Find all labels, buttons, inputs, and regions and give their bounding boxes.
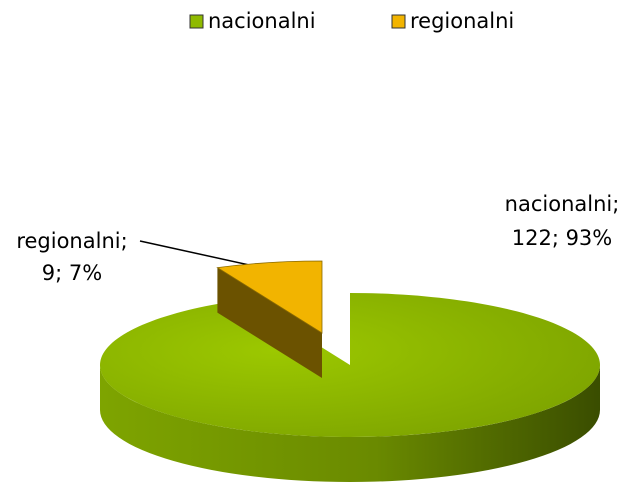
legend-label: regionalni — [410, 9, 514, 33]
slice — [216, 260, 323, 334]
legend-swatch — [391, 14, 406, 29]
data-label: regionalni; — [16, 229, 127, 253]
slice — [99, 293, 600, 437]
data-label: nacionalni; — [505, 192, 620, 216]
slice-cut — [217, 267, 322, 378]
slice-side — [100, 365, 600, 482]
legend-swatch — [189, 14, 204, 29]
legend-label: nacionalni — [208, 9, 316, 33]
data-label: 122; 93% — [512, 226, 613, 250]
data-label: 9; 7% — [42, 261, 102, 285]
